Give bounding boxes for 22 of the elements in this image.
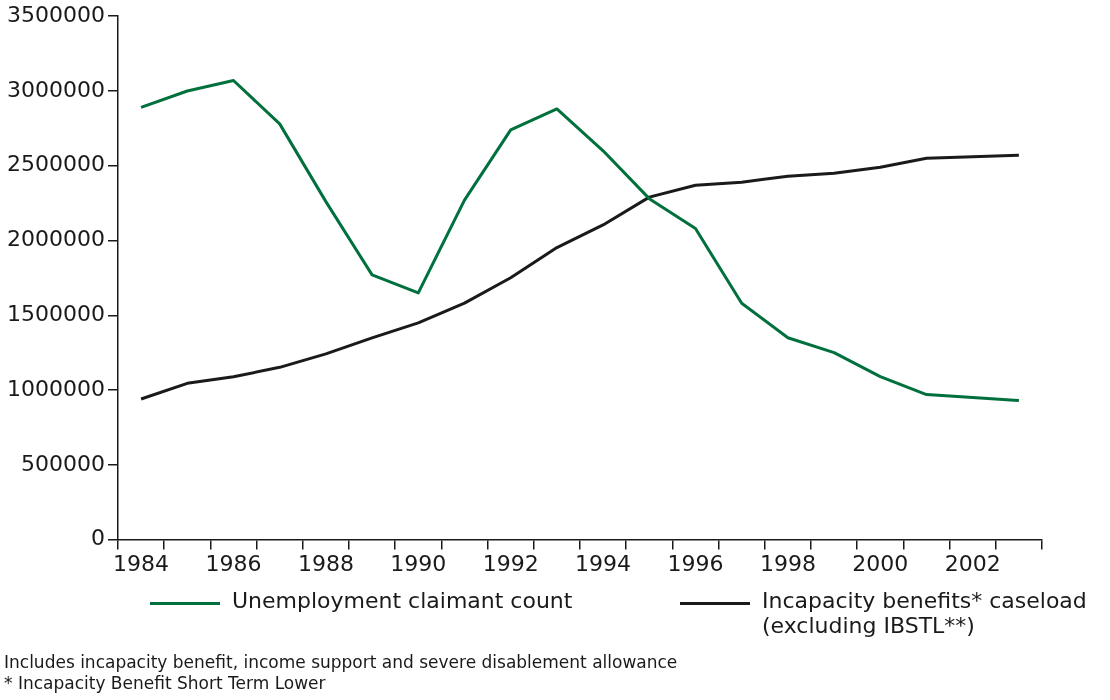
y-tick-label: 2000000 — [7, 226, 105, 252]
x-tick-label: 1988 — [297, 550, 354, 576]
x-tick-label: 1998 — [759, 550, 816, 576]
text: Includes incapacity benefit, income support and severe disablement allowance — [4, 652, 678, 673]
x-tick-label: 1986 — [205, 550, 262, 576]
text: * Incapacity Benefit Short Term Lower — [4, 673, 327, 694]
x-tick-label: 1990 — [390, 550, 447, 576]
x-tick-label: 1994 — [575, 550, 632, 576]
legend-label: Incapacity benefits* caseload (excluding IBSTL**) — [762, 588, 1088, 638]
y-tick-label: 1500000 — [7, 301, 105, 326]
y-tick-label: 2500000 — [7, 151, 105, 177]
x-tick-label: 2002 — [944, 550, 1001, 576]
legend-label: Unemployment claimant count — [232, 588, 573, 613]
y-tick-label: 0 — [90, 525, 105, 551]
x-tick-label: 1984 — [113, 550, 170, 576]
y-tick-label: 3500000 — [7, 1, 105, 27]
x-tick-label: 2000 — [852, 550, 909, 576]
y-tick-label: 500000 — [21, 450, 105, 476]
y-tick-label: 3000000 — [7, 76, 105, 102]
x-tick-label: 1992 — [482, 550, 539, 576]
y-tick-label: 1000000 — [7, 375, 105, 401]
x-tick-label: 1996 — [667, 550, 724, 576]
